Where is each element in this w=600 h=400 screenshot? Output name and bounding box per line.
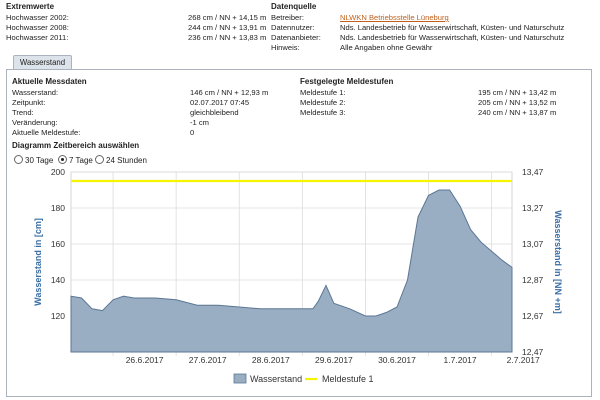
radio-30-tage-indicator[interactable]	[14, 155, 23, 164]
extremwerte-heading: Extremwerte	[6, 2, 55, 11]
y-tick-label-left: 200	[51, 167, 65, 177]
radio-7-tage[interactable]: 7 Tage	[58, 155, 93, 165]
radio-7-tage-label: 7 Tage	[69, 156, 93, 165]
y-tick-label-left: 160	[51, 239, 65, 249]
y-tick-label-right: 12,67	[522, 311, 544, 321]
extremwerte-value: 268 cm / NN + 14,15 m	[188, 13, 267, 22]
extremwerte-value: 244 cm / NN + 13,91 m	[188, 23, 267, 32]
x-tick-label: 27.6.2017	[189, 355, 227, 365]
aktuelle-value: gleichbleibend	[190, 108, 239, 117]
meldestufen-heading: Festgelegte Meldestufen	[300, 77, 394, 86]
aktuelle-value: 146 cm / NN + 12,93 m	[190, 88, 269, 97]
meldestufe-value: 240 cm / NN + 13,87 m	[478, 108, 557, 117]
legend-label-meldestufe: Meldestufe 1	[322, 374, 374, 384]
extremwerte-label: Hochwasser 2011:	[6, 33, 69, 42]
radio-7-tage-indicator[interactable]	[58, 155, 67, 164]
x-tick-label: 28.6.2017	[252, 355, 290, 365]
extremwerte-label: Hochwasser 2002:	[6, 13, 69, 22]
y-tick-label-left: 140	[51, 275, 65, 285]
y-tick-label-left: 120	[51, 311, 65, 321]
datenquelle-label: Datenanbieter:	[271, 33, 321, 42]
x-tick-label: 26.6.2017	[126, 355, 164, 365]
meldestufe-value: 195 cm / NN + 13,42 m	[478, 88, 557, 97]
y-tick-label-right: 13,07	[522, 239, 544, 249]
x-tick-label: 2.7.2017	[507, 355, 540, 365]
extremwerte-label: Hochwasser 2008:	[6, 23, 69, 32]
x-tick-label: 1.7.2017	[444, 355, 477, 365]
tab-wasserstand[interactable]: Wasserstand	[13, 55, 72, 70]
x-tick-label: 30.6.2017	[378, 355, 416, 365]
y-tick-label-right: 12,47	[522, 347, 544, 357]
aktuelle-label: Trend:	[12, 108, 34, 117]
datenquelle-value: Nds. Landesbetrieb für Wasserwirtschaft,…	[340, 23, 565, 32]
legend-swatch-wasserstand	[233, 373, 247, 384]
radio-24-stunden[interactable]: 24 Stunden	[95, 155, 147, 165]
aktuelle-value: 02.07.2017 07:45	[190, 98, 250, 107]
datenquelle-heading: Datenquelle	[271, 2, 317, 11]
y-tick-label-right: 13,27	[522, 203, 544, 213]
y-tick-label-right: 13,47	[522, 167, 544, 177]
x-tick-label: 29.6.2017	[315, 355, 353, 365]
extremwerte-value: 236 cm / NN + 13,83 m	[188, 33, 267, 42]
aktuelle-label: Veränderung:	[12, 118, 58, 127]
meldestufe-label: Meldestufe 2:	[300, 98, 346, 107]
datenquelle-label: Hinweis:	[271, 43, 300, 52]
datenquelle-value: Alle Angaben ohne Gewähr	[340, 43, 433, 52]
datenquelle-label: Datennutzer:	[271, 23, 315, 32]
datenquelle-value: Nds. Landesbetrieb für Wasserwirtschaft,…	[340, 33, 565, 42]
datenquelle-label: Betreiber:	[271, 13, 304, 22]
radio-30-tage[interactable]: 30 Tage	[14, 155, 53, 165]
y-tick-label-right: 12,87	[522, 275, 544, 285]
meldestufe-label: Meldestufe 1:	[300, 88, 346, 97]
radio-24-stunden-label: 24 Stunden	[106, 156, 147, 165]
chart-area-layer	[70, 179, 513, 353]
aktuelle-heading: Aktuelle Messdaten	[12, 77, 87, 86]
chart-labels: 120 140 160 180 200 12,47 12,67 12,87 13,07 13,27…	[33, 167, 563, 384]
betreiber-link[interactable]: NLWKN Betriebsstelle Lüneburg	[340, 13, 449, 22]
aktuelle-value: -1 cm	[190, 118, 209, 127]
radio-24-stunden-indicator[interactable]	[95, 155, 104, 164]
y-axis-title-left: Wasserstand in [cm]	[33, 218, 43, 306]
aktuelle-label: Zeitpunkt:	[12, 98, 46, 107]
radio-30-tage-label: 30 Tage	[25, 156, 54, 165]
meldestufe-value: 205 cm / NN + 13,52 m	[478, 98, 557, 107]
aktuelle-label: Aktuelle Meldestufe:	[12, 128, 81, 137]
y-tick-label-left: 180	[51, 203, 65, 213]
aktuelle-value: 0	[190, 128, 195, 137]
legend-label-wasserstand: Wasserstand	[250, 374, 302, 384]
y-axis-title-right: Wasserstand in [NN +m]	[553, 210, 563, 313]
aktuelle-label: Wasserstand:	[12, 88, 59, 97]
meldestufe-label: Meldestufe 3:	[300, 108, 346, 117]
wasserstand-area	[70, 189, 513, 353]
diagramm-heading: Diagramm Zeitbereich auswählen	[12, 141, 140, 150]
